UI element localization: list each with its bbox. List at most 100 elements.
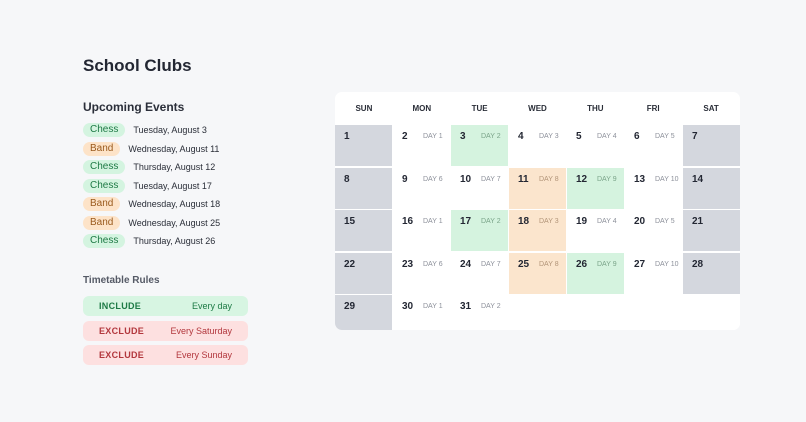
calendar-day-cell[interactable]: 1 — [335, 125, 392, 166]
timetable-rules-list: INCLUDE Every day EXCLUDE Every Saturday EXC… — [83, 296, 248, 370]
event-club-badge: Chess — [83, 178, 126, 193]
day-number: 7 — [692, 131, 698, 142]
calendar-day-cell[interactable]: 28 — [683, 252, 740, 294]
day-number: 25 — [518, 258, 530, 270]
calendar-day-cell[interactable]: 29 — [335, 295, 392, 330]
timetable-day-label: DAY 8 — [539, 260, 559, 268]
weekday-label: FRI — [646, 104, 660, 113]
event-item[interactable]: Band Wednesday, August 18 — [83, 195, 220, 214]
day-number: 1 — [344, 131, 350, 142]
event-date: Thursday, August 12 — [133, 162, 216, 173]
timetable-rule[interactable]: EXCLUDE Every Sunday — [83, 345, 248, 365]
calendar-day-cell[interactable]: 2 DAY 1 — [393, 125, 450, 166]
weekday-label: TUE — [471, 104, 488, 113]
rule-description: Every Sunday — [175, 350, 232, 360]
day-number: 31 — [460, 301, 472, 312]
weekday-label: THU — [587, 104, 604, 113]
calendar-day-cell[interactable]: 26 DAY 9 — [567, 252, 624, 294]
calendar-day-cell[interactable]: 19 DAY 4 — [567, 210, 624, 251]
timetable-day-label: DAY 10 — [655, 260, 679, 268]
calendar-day-cell[interactable]: 30 DAY 1 — [393, 295, 450, 330]
calendar: SUN MON TUE WED THU FRI SAT 1 2 DAY 1 3 DAY 2 4 DAY … — [335, 92, 740, 330]
rule-kind: INCLUDE — [99, 301, 142, 311]
event-item[interactable]: Band Wednesday, August 11 — [83, 140, 220, 159]
calendar-day-cell[interactable]: 12 DAY 9 — [567, 167, 624, 209]
calendar-empty-cell — [567, 295, 624, 330]
calendar-day-cell[interactable]: 15 — [335, 210, 392, 251]
timetable-day-label: DAY 5 — [655, 133, 675, 140]
event-club-badge: Band — [83, 197, 121, 212]
timetable-day-label: DAY 2 — [481, 218, 501, 225]
day-number: 18 — [518, 216, 530, 227]
calendar-day-cell[interactable]: 9 DAY 6 — [393, 167, 450, 209]
rule-description: Every Saturday — [170, 325, 232, 336]
day-number: 2 — [402, 131, 408, 142]
rule-description: Every day — [191, 301, 232, 311]
timetable-day-label: DAY 6 — [423, 260, 443, 268]
calendar-day-cell[interactable]: 20 DAY 5 — [625, 210, 682, 251]
timetable-day-label: DAY 4 — [597, 218, 617, 225]
timetable-day-label: DAY 3 — [539, 133, 559, 140]
calendar-day-cell[interactable]: 14 — [683, 167, 740, 209]
calendar-day-cell[interactable]: 8 — [335, 167, 392, 209]
day-number: 19 — [576, 216, 588, 227]
timetable-day-label: DAY 1 — [423, 218, 443, 225]
timetable-day-label: DAY 7 — [481, 260, 501, 268]
weekday-label: SUN — [355, 104, 373, 113]
calendar-day-cell[interactable]: 24 DAY 7 — [451, 252, 508, 294]
event-club-badge: Band — [83, 141, 121, 156]
timetable-rule[interactable]: EXCLUDE Every Saturday — [83, 320, 248, 341]
calendar-day-cell[interactable]: 3 DAY 2 — [451, 125, 508, 166]
timetable-day-label: DAY 7 — [481, 175, 501, 183]
event-club-badge: Band — [83, 215, 121, 230]
timetable-day-label: DAY 4 — [597, 133, 617, 140]
event-item[interactable]: Chess Thursday, August 26 — [83, 232, 220, 251]
calendar-day-cell[interactable]: 13 DAY 10 — [625, 167, 682, 209]
timetable-day-label: DAY 10 — [655, 175, 679, 183]
event-item[interactable]: Chess Thursday, August 12 — [83, 158, 220, 177]
day-number: 23 — [402, 258, 414, 270]
event-item[interactable]: Band Wednesday, August 25 — [83, 214, 220, 233]
timetable-day-label: DAY 3 — [539, 218, 559, 225]
calendar-day-cell[interactable]: 27 DAY 10 — [625, 252, 682, 294]
calendar-day-cell[interactable]: 22 — [335, 252, 392, 294]
event-date: Thursday, August 26 — [133, 236, 216, 247]
timetable-rule[interactable]: INCLUDE Every day — [83, 296, 248, 316]
calendar-day-cell[interactable]: 17 DAY 2 — [451, 210, 508, 251]
calendar-day-cell[interactable]: 18 DAY 3 — [509, 210, 566, 251]
event-date: Tuesday, August 3 — [133, 125, 207, 136]
day-number: 17 — [460, 216, 472, 227]
event-club-badge: Chess — [83, 123, 126, 138]
event-item[interactable]: Chess Tuesday, August 17 — [83, 177, 220, 196]
calendar-day-cell[interactable]: 7 — [683, 125, 740, 166]
upcoming-events-heading: Upcoming Events — [83, 100, 185, 114]
calendar-day-cell[interactable]: 31 DAY 2 — [451, 295, 508, 330]
calendar-day-cell[interactable]: 10 DAY 7 — [451, 167, 508, 209]
event-item[interactable]: Chess Tuesday, August 3 — [83, 121, 220, 140]
timetable-day-label: DAY 6 — [423, 175, 443, 183]
calendar-day-cell[interactable]: 11 DAY 8 — [509, 167, 566, 209]
day-number: 8 — [344, 173, 350, 185]
weekday-label: SAT — [703, 104, 719, 113]
page-title: School Clubs — [83, 56, 192, 75]
event-date: Wednesday, August 25 — [128, 217, 221, 228]
day-number: 20 — [634, 216, 646, 227]
event-date: Wednesday, August 18 — [128, 199, 221, 210]
calendar-day-cell[interactable]: 6 DAY 5 — [625, 125, 682, 166]
calendar-day-cell[interactable]: 16 DAY 1 — [393, 210, 450, 251]
timetable-day-label: DAY 2 — [481, 133, 501, 140]
day-number: 14 — [692, 173, 704, 185]
calendar-day-cell[interactable]: 25 DAY 8 — [509, 252, 566, 294]
calendar-day-cell[interactable]: 21 — [683, 210, 740, 251]
event-club-badge: Chess — [83, 160, 126, 175]
day-number: 22 — [344, 258, 356, 270]
day-number: 3 — [460, 131, 466, 142]
calendar-day-cell[interactable]: 23 DAY 6 — [393, 252, 450, 294]
calendar-day-cell[interactable]: 4 DAY 3 — [509, 125, 566, 166]
day-number: 9 — [402, 173, 408, 185]
calendar-empty-cell — [509, 295, 566, 330]
calendar-day-cell[interactable]: 5 DAY 4 — [567, 125, 624, 166]
timetable-day-label: DAY 1 — [423, 303, 443, 310]
day-number: 4 — [518, 131, 524, 142]
